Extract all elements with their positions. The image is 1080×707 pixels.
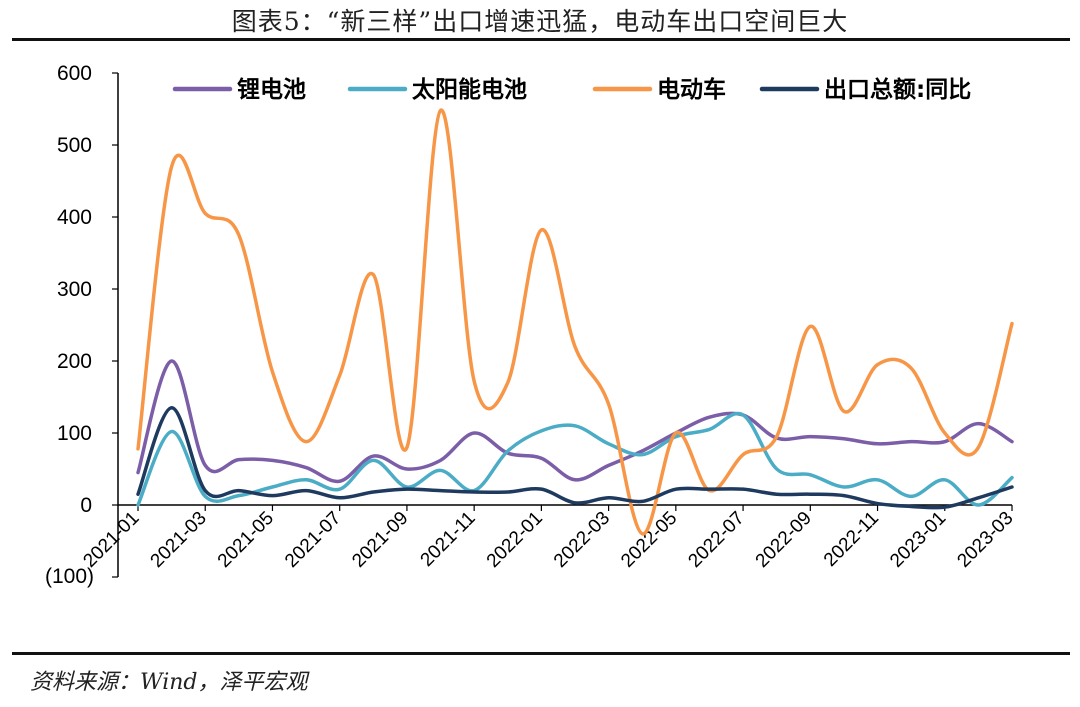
x-tick-label: 2022-11 — [820, 508, 883, 571]
legend-label: 太阳能电池 — [412, 76, 527, 103]
x-tick-label: 2023-03 — [953, 508, 1017, 572]
x-tick-label: 2021-09 — [348, 508, 412, 572]
x-tick-label: 2022-07 — [684, 508, 748, 572]
x-tick-label: 2022-09 — [752, 508, 816, 572]
top-rule — [12, 38, 1070, 41]
y-tick-label: 400 — [57, 206, 92, 229]
series-line-4 — [136, 406, 1014, 510]
source-note: 资料来源：Wind，泽平宏观 — [30, 670, 308, 695]
bottom-rule — [12, 652, 1070, 655]
x-tick-label: 2022-03 — [550, 508, 614, 572]
legend-label: 电动车 — [657, 76, 726, 103]
x-tick-label: 2021-07 — [281, 508, 345, 572]
chart-title: 图表5：“新三样”出口增速迅猛，电动车出口空间巨大 — [231, 7, 849, 36]
series-line-1 — [136, 359, 1014, 484]
y-tick-label: 600 — [57, 62, 92, 85]
x-tick-label: 2023-01 — [886, 508, 950, 572]
y-tick-label-negative: (100) — [45, 565, 94, 588]
x-tick-label: 2021-11 — [417, 508, 480, 571]
x-tick-label: 2022-05 — [617, 508, 681, 572]
series-line-3 — [136, 108, 1014, 536]
legend-label: 锂电池 — [237, 77, 306, 103]
y-tick-label: 200 — [57, 350, 92, 373]
x-tick-label: 2021-05 — [214, 508, 278, 572]
legend: 锂电池 太阳能电池 电动车 出口总额:同比 — [172, 76, 971, 103]
y-tick-label: 100 — [57, 422, 92, 445]
series-line-2 — [136, 411, 1014, 507]
y-tick-label: 0 — [80, 494, 92, 517]
x-tick-label: 2022-01 — [483, 508, 547, 572]
legend-label: 出口总额:同比 — [824, 76, 971, 103]
x-tick-label: 2021-03 — [147, 508, 211, 572]
series-lines — [136, 108, 1014, 536]
x-tick-label: 2021-01 — [79, 508, 143, 572]
y-tick-label: 500 — [57, 134, 92, 157]
y-tick-label: 300 — [57, 278, 92, 301]
